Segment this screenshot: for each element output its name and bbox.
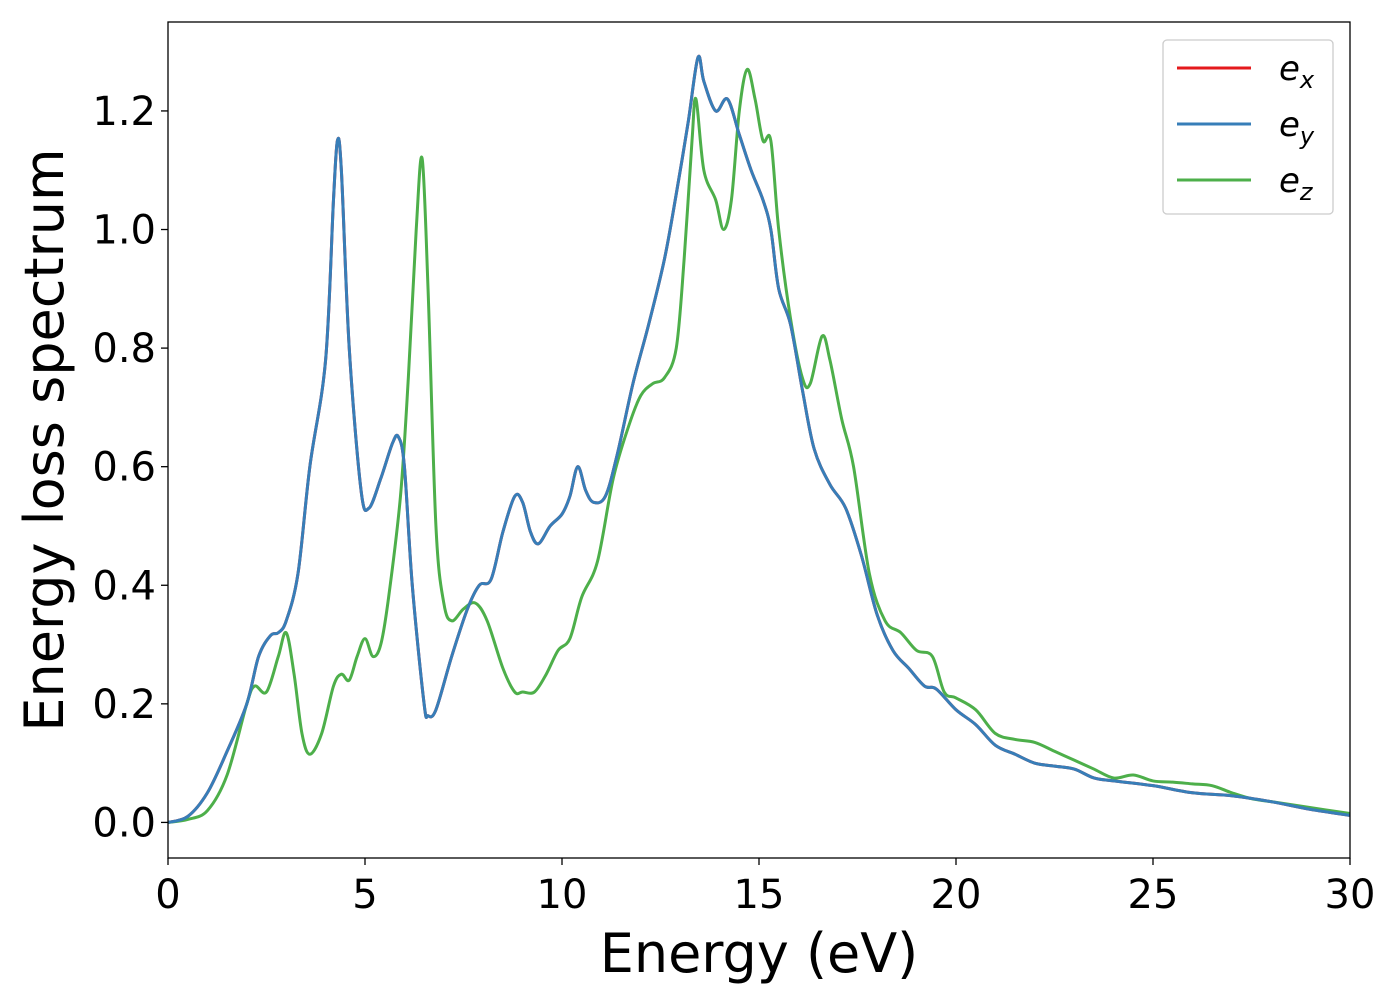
x-tick-label: 5 [352, 872, 377, 918]
y-tick-label: 0.0 [92, 800, 156, 846]
series-line-z [167, 67, 1351, 824]
y-tick-label: 0.2 [92, 682, 156, 728]
x-tick-label: 15 [734, 872, 785, 918]
legend-label-y: ey [1279, 105, 1315, 150]
series-line-y [167, 54, 1351, 824]
x-tick-label: 20 [931, 872, 982, 918]
x-tick-label: 25 [1128, 872, 1179, 918]
y-tick-label: 0.8 [92, 326, 156, 372]
y-axis-label: Energy loss spectrum [13, 148, 76, 731]
x-axis-label: Energy (eV) [600, 922, 919, 985]
legend-box [1162, 39, 1334, 215]
x-tick-label: 10 [537, 872, 588, 918]
y-tick-label: 1.2 [92, 89, 156, 135]
x-tick-label: 30 [1325, 872, 1376, 918]
y-tick-label: 0.4 [92, 563, 156, 609]
y-tick-label: 0.6 [92, 445, 156, 491]
ticks-layer: 0 5 10 15 20 25 30 0.0 0.2 0.4 0.6 0.8 1.0 1.2 [92, 89, 1375, 918]
y-tick-label: 1.0 [92, 208, 156, 254]
legend-label-x: ex [1279, 49, 1315, 94]
legend: ex ey ez [1162, 39, 1334, 215]
legend-label-z: ez [1279, 161, 1314, 206]
series-layer [167, 54, 1351, 824]
x-tick-label: 0 [155, 872, 180, 918]
